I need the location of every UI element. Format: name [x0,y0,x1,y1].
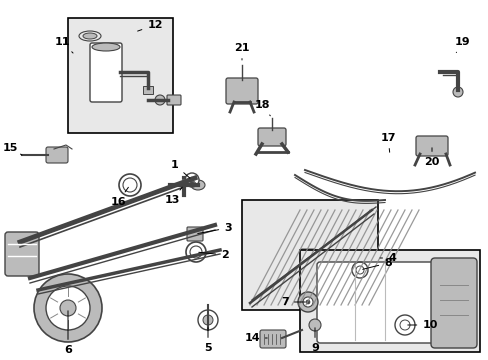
Text: 19: 19 [453,37,469,53]
Text: 10: 10 [407,320,437,330]
FancyBboxPatch shape [260,330,285,348]
Text: 4: 4 [379,253,395,263]
Text: 17: 17 [380,133,395,152]
FancyBboxPatch shape [301,249,314,259]
FancyBboxPatch shape [415,136,447,156]
Text: 16: 16 [110,187,128,207]
Text: 13: 13 [164,187,182,205]
Text: 9: 9 [310,328,318,353]
FancyBboxPatch shape [186,227,203,241]
FancyBboxPatch shape [258,128,285,146]
Text: 18: 18 [254,100,270,116]
Text: 2: 2 [198,250,228,260]
Circle shape [34,274,102,342]
Circle shape [198,310,218,330]
Circle shape [203,315,213,325]
Circle shape [184,173,199,187]
Circle shape [189,177,195,183]
Bar [299,250,479,352]
FancyBboxPatch shape [167,95,181,105]
Circle shape [297,292,317,312]
FancyBboxPatch shape [430,258,476,348]
Circle shape [60,300,76,316]
Circle shape [305,300,309,304]
Text: 8: 8 [362,258,391,269]
Circle shape [303,297,312,307]
Circle shape [308,319,320,331]
Text: 14: 14 [244,333,266,343]
Bar [142,86,153,94]
Text: 7: 7 [281,297,305,307]
Text: 21: 21 [234,43,249,60]
FancyBboxPatch shape [225,78,258,104]
Text: 11: 11 [54,37,73,53]
Ellipse shape [191,180,204,190]
FancyBboxPatch shape [90,43,122,102]
FancyBboxPatch shape [316,262,442,343]
FancyBboxPatch shape [46,147,68,163]
Ellipse shape [83,33,97,39]
Bar [242,200,377,310]
Text: 15: 15 [2,143,22,155]
Ellipse shape [92,43,120,51]
Bar [68,18,173,133]
Circle shape [155,95,164,105]
FancyBboxPatch shape [5,232,39,276]
Text: 20: 20 [424,148,439,167]
Circle shape [46,286,90,330]
Text: 6: 6 [64,311,72,355]
Text: 1: 1 [171,160,189,178]
Circle shape [452,87,462,97]
Text: 3: 3 [197,223,231,234]
Text: 12: 12 [137,20,163,31]
Text: 5: 5 [204,328,211,353]
